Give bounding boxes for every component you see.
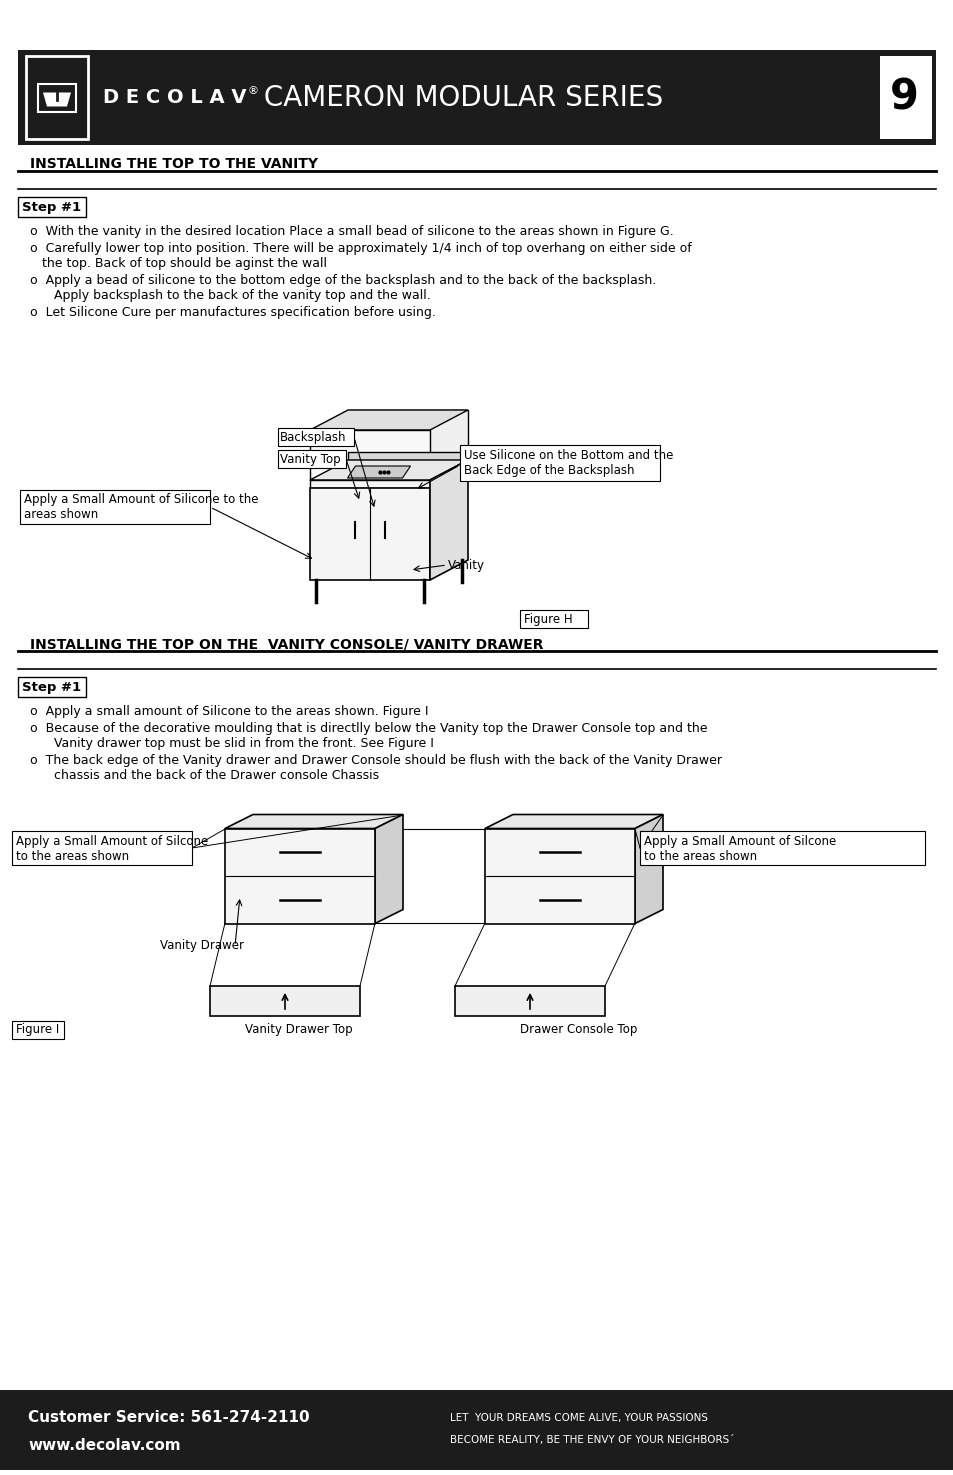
FancyBboxPatch shape [0, 1389, 953, 1471]
FancyBboxPatch shape [519, 611, 587, 628]
Text: the top. Back of top should be aginst the wall: the top. Back of top should be aginst th… [30, 257, 327, 270]
Text: o  Apply a bead of silicone to the bottom edge of the backsplash and to the back: o Apply a bead of silicone to the bottom… [30, 274, 656, 288]
Text: o  Apply a small amount of Silicone to the areas shown. Figure I: o Apply a small amount of Silicone to th… [30, 705, 428, 718]
Text: Backsplash: Backsplash [280, 431, 346, 444]
Text: Vanity Drawer Top: Vanity Drawer Top [245, 1024, 353, 1037]
Polygon shape [348, 451, 468, 460]
Polygon shape [225, 814, 402, 829]
FancyBboxPatch shape [639, 830, 924, 864]
Text: D E C O L A V: D E C O L A V [103, 88, 246, 108]
FancyBboxPatch shape [12, 1021, 64, 1038]
Text: Figure I: Figure I [16, 1024, 59, 1037]
Text: 9: 9 [888, 77, 918, 118]
Polygon shape [348, 410, 468, 460]
Polygon shape [430, 460, 468, 580]
Text: Apply backsplash to the back of the vanity top and the wall.: Apply backsplash to the back of the vani… [30, 289, 431, 302]
Text: Vanity: Vanity [448, 559, 484, 571]
Polygon shape [310, 410, 468, 431]
FancyBboxPatch shape [18, 198, 86, 217]
Polygon shape [310, 460, 468, 479]
Polygon shape [210, 985, 359, 1016]
Text: www.decolav.com: www.decolav.com [28, 1438, 180, 1453]
Text: Apply a Small Amount of Silcone
to the areas shown: Apply a Small Amount of Silcone to the a… [16, 835, 208, 863]
Polygon shape [310, 479, 430, 488]
Text: LET  YOUR DREAMS COME ALIVE, YOUR PASSIONS: LET YOUR DREAMS COME ALIVE, YOUR PASSION… [450, 1413, 707, 1423]
Polygon shape [310, 488, 430, 580]
FancyBboxPatch shape [18, 677, 86, 698]
FancyBboxPatch shape [20, 490, 210, 524]
Text: Vanity Drawer: Vanity Drawer [160, 940, 244, 953]
Text: Step #1: Step #1 [22, 201, 81, 214]
FancyBboxPatch shape [18, 50, 935, 145]
Text: Vanity Top: Vanity Top [280, 453, 340, 466]
Polygon shape [635, 814, 662, 923]
Text: o  The back edge of the Vanity drawer and Drawer Console should be flush with th: o The back edge of the Vanity drawer and… [30, 754, 721, 767]
Text: o  With the vanity in the desired location Place a small bead of silicone to the: o With the vanity in the desired locatio… [30, 226, 673, 237]
Text: Apply a Small Amount of Silicone to the
areas shown: Apply a Small Amount of Silicone to the … [24, 493, 258, 521]
Polygon shape [310, 431, 430, 479]
FancyBboxPatch shape [277, 428, 354, 445]
Polygon shape [484, 829, 635, 923]
Polygon shape [43, 93, 71, 106]
Text: Apply a Small Amount of Silcone
to the areas shown: Apply a Small Amount of Silcone to the a… [643, 835, 836, 863]
FancyBboxPatch shape [459, 445, 659, 481]
FancyBboxPatch shape [12, 830, 192, 864]
Text: chassis and the back of the Drawer console Chassis: chassis and the back of the Drawer conso… [30, 768, 378, 782]
Text: BECOME REALITY, BE THE ENVY OF YOUR NEIGHBORS´: BECOME REALITY, BE THE ENVY OF YOUR NEIG… [450, 1435, 734, 1446]
Text: CAMERON MODULAR SERIES: CAMERON MODULAR SERIES [254, 84, 662, 112]
Text: o  Carefully lower top into position. There will be approximately 1/4 inch of to: o Carefully lower top into position. The… [30, 242, 691, 255]
Text: Use Silicone on the Bottom and the
Back Edge of the Backsplash: Use Silicone on the Bottom and the Back … [463, 448, 673, 476]
Text: Vanity drawer top must be slid in from the front. See Figure I: Vanity drawer top must be slid in from t… [30, 738, 434, 749]
Text: INSTALLING THE TOP ON THE  VANITY CONSOLE/ VANITY DRAWER: INSTALLING THE TOP ON THE VANITY CONSOLE… [30, 637, 543, 650]
Polygon shape [484, 814, 662, 829]
Text: ®: ® [248, 87, 258, 96]
Text: Figure H: Figure H [523, 612, 572, 625]
Polygon shape [347, 466, 410, 478]
FancyBboxPatch shape [38, 84, 76, 112]
Text: INSTALLING THE TOP TO THE VANITY: INSTALLING THE TOP TO THE VANITY [30, 156, 317, 171]
Text: Drawer Console Top: Drawer Console Top [519, 1024, 637, 1037]
FancyBboxPatch shape [26, 56, 88, 139]
Polygon shape [225, 829, 375, 923]
Text: Step #1: Step #1 [22, 680, 81, 693]
FancyBboxPatch shape [277, 450, 346, 468]
Text: o  Let Silicone Cure per manufactures specification before using.: o Let Silicone Cure per manufactures spe… [30, 305, 436, 319]
Text: Customer Service: 561-274-2110: Customer Service: 561-274-2110 [28, 1410, 310, 1425]
Text: o  Because of the decorative moulding that is directlly below the Vanity top the: o Because of the decorative moulding tha… [30, 721, 707, 735]
Polygon shape [455, 985, 604, 1016]
FancyBboxPatch shape [879, 56, 931, 139]
Polygon shape [375, 814, 402, 923]
